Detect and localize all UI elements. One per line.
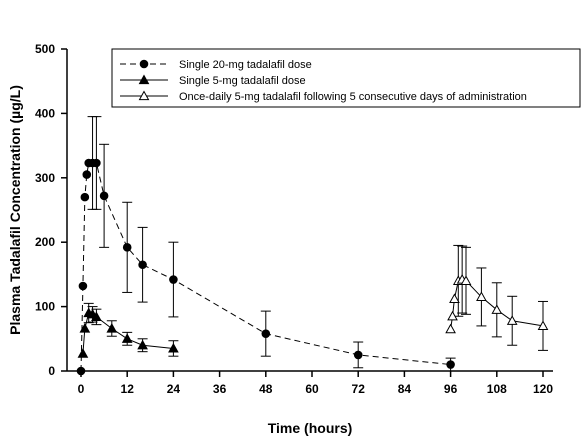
axes <box>66 49 553 372</box>
x-tick-label: 60 <box>305 382 319 396</box>
ticks: 0 12 24 36 48 60 72 84 96 108 120 0 100 200 300 400 500 <box>35 42 553 396</box>
series-3 <box>445 244 549 351</box>
y-tick-label: 300 <box>35 171 55 185</box>
data-point <box>80 192 90 202</box>
series-line <box>80 162 451 372</box>
data-point <box>91 311 102 322</box>
series <box>76 116 549 376</box>
data-point <box>445 323 456 334</box>
data-point <box>491 304 503 314</box>
data-point <box>78 281 88 291</box>
x-tick-label: 48 <box>259 382 273 396</box>
x-tick-label: 108 <box>487 382 507 396</box>
data-point <box>447 310 458 321</box>
data-point <box>92 158 101 168</box>
data-point <box>168 342 179 353</box>
data-point <box>261 329 271 338</box>
data-point <box>137 339 148 350</box>
data-point <box>506 315 518 325</box>
data-point <box>353 350 363 360</box>
x-axis-title: Time (hours) <box>268 420 353 436</box>
data-point <box>138 260 147 270</box>
data-point <box>537 320 549 331</box>
data-point <box>79 322 91 333</box>
x-tick-label: 96 <box>444 382 458 396</box>
x-tick-label: 12 <box>121 382 135 396</box>
y-tick-label: 0 <box>48 364 55 378</box>
legend-label: Single 5-mg tadalafil dose <box>179 75 306 87</box>
x-tick-label: 36 <box>213 382 227 396</box>
data-point <box>82 170 92 179</box>
x-tick-label: 24 <box>167 382 181 396</box>
data-point <box>121 333 133 343</box>
data-point <box>449 293 460 303</box>
data-point <box>476 291 487 302</box>
x-tick-label: 120 <box>533 382 553 396</box>
legend: Single 20-mg tadalafil dose Single 5-mg t… <box>111 48 581 108</box>
y-tick-label: 200 <box>35 235 55 249</box>
data-point <box>169 275 178 284</box>
data-point <box>122 243 132 252</box>
x-tick-label: 84 <box>398 382 412 396</box>
data-point <box>106 322 118 333</box>
series-2 <box>77 302 179 358</box>
legend-label: Single 20-mg tadalafil dose <box>179 59 312 71</box>
x-tick-label: 72 <box>352 382 366 396</box>
data-point <box>76 366 86 376</box>
legend-marker <box>138 74 150 85</box>
data-point <box>99 191 109 201</box>
data-point <box>460 275 472 285</box>
data-point <box>77 348 89 358</box>
legend-marker <box>139 59 149 69</box>
x-tick-label: 0 <box>78 382 85 396</box>
data-point <box>446 360 455 369</box>
legend-marker <box>138 90 150 101</box>
y-tick-label: 400 <box>35 106 55 120</box>
y-axis-title: Plasma Tadalafil Concentration (µg/L) <box>7 85 23 335</box>
series-1 <box>76 116 456 376</box>
y-tick-label: 100 <box>35 300 55 314</box>
y-tick-label: 500 <box>35 42 55 56</box>
legend-box <box>111 48 581 108</box>
legend-label: Once-daily 5-mg tadalafil following 5 co… <box>179 91 527 103</box>
